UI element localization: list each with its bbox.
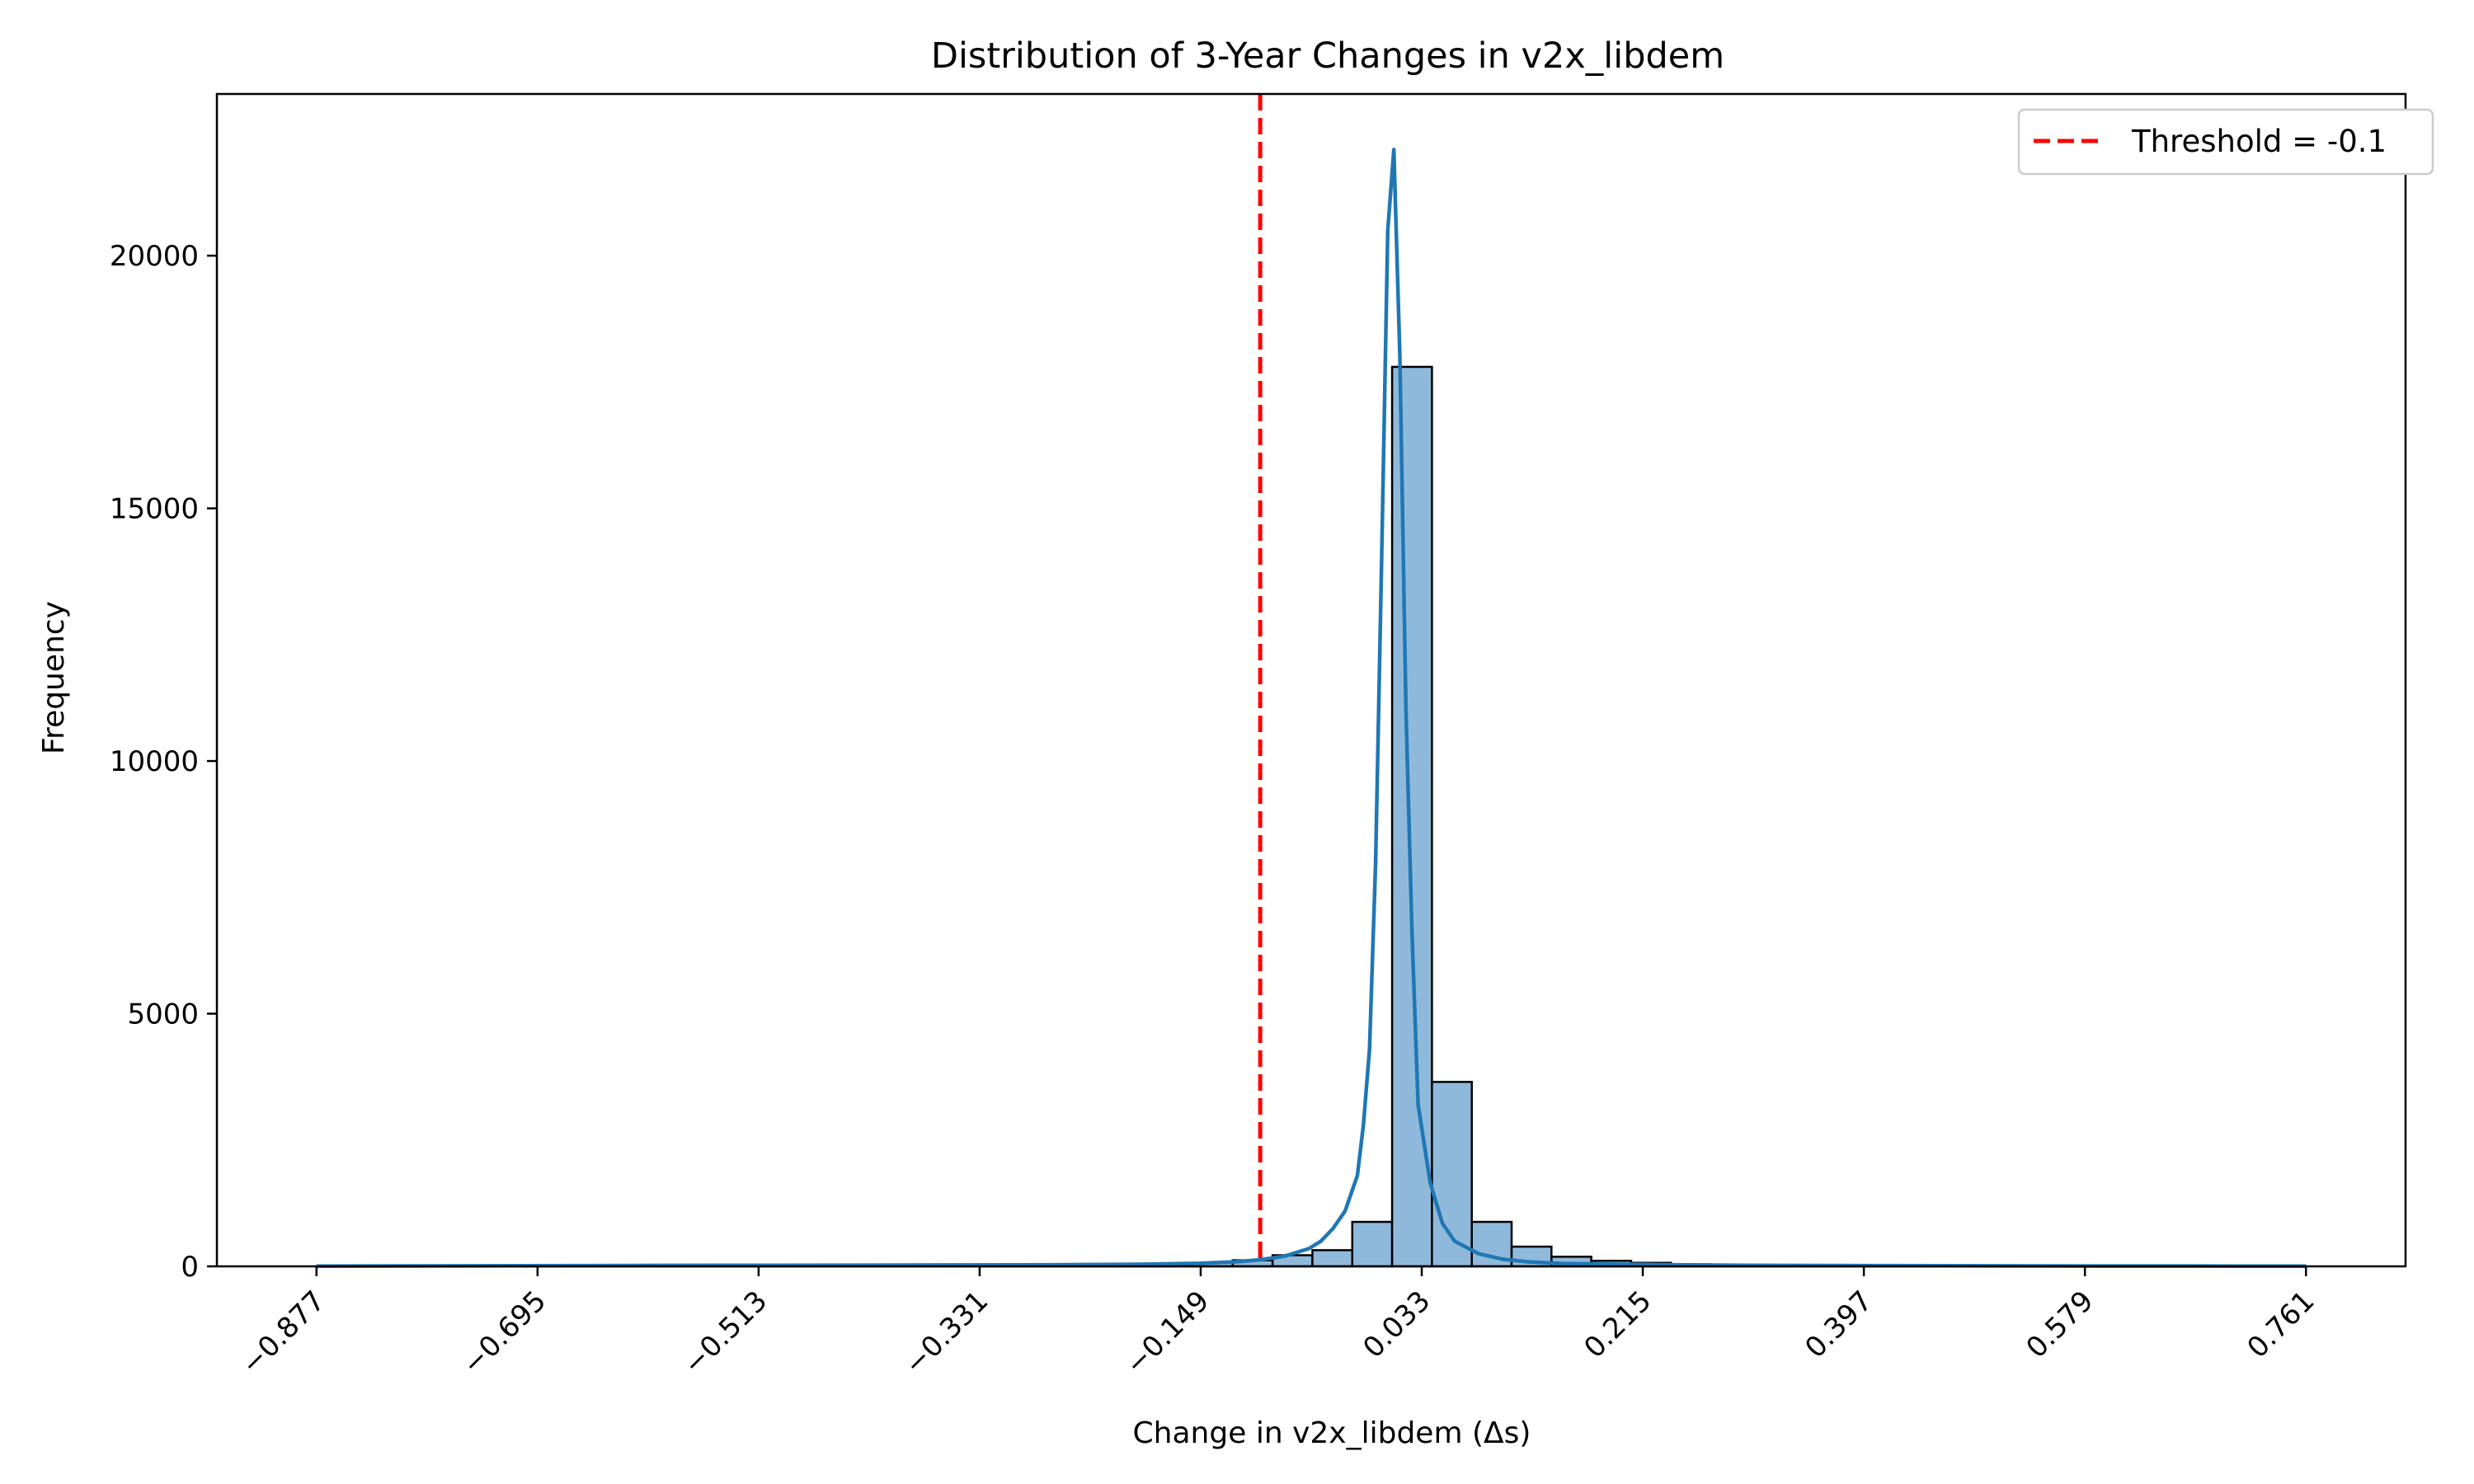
x-axis-ticks: −0.877 −0.695 −0.513 −0.331 −0.149 0.033 0.215… (235, 1266, 2321, 1381)
y-tick-label: 10000 (110, 745, 199, 778)
x-tick-label: 0.215 (1578, 1284, 1658, 1364)
plot-frame (215, 92, 2407, 1268)
x-tick-label: −0.877 (235, 1284, 332, 1381)
histogram-bars (315, 365, 2307, 1268)
histogram-bar (1351, 1220, 1394, 1268)
y-tick-label: 5000 (127, 998, 199, 1031)
x-tick-label: 0.579 (2020, 1284, 2100, 1364)
legend: Threshold = -0.1 (2017, 108, 2434, 176)
chart-title: Distribution of 3-Year Changes in v2x_li… (931, 35, 1724, 77)
x-tick-label: −0.695 (456, 1284, 553, 1381)
y-tick-label: 20000 (110, 240, 199, 273)
kde-curve (316, 148, 2307, 1269)
y-axis-label: Frequency (37, 601, 71, 754)
y-tick-label: 0 (181, 1251, 199, 1284)
x-axis-label: Change in v2x_libdem (Δs) (1133, 1416, 1531, 1450)
y-axis-ticks: 0 5000 10000 15000 20000 (110, 240, 217, 1284)
legend-box (2017, 108, 2434, 176)
x-tick-label: −0.513 (677, 1284, 774, 1381)
histogram-bar (1311, 1249, 1354, 1268)
x-tick-label: −0.331 (898, 1284, 995, 1381)
x-tick-label: 0.397 (1799, 1284, 1879, 1364)
x-tick-label: −0.149 (1119, 1284, 1216, 1381)
legend-threshold-label: Threshold = -0.1 (2131, 124, 2387, 159)
y-tick-label: 15000 (110, 493, 199, 526)
histogram-bar (1390, 365, 1433, 1268)
x-tick-label: 0.761 (2241, 1284, 2321, 1364)
x-tick-label: 0.033 (1357, 1284, 1437, 1364)
